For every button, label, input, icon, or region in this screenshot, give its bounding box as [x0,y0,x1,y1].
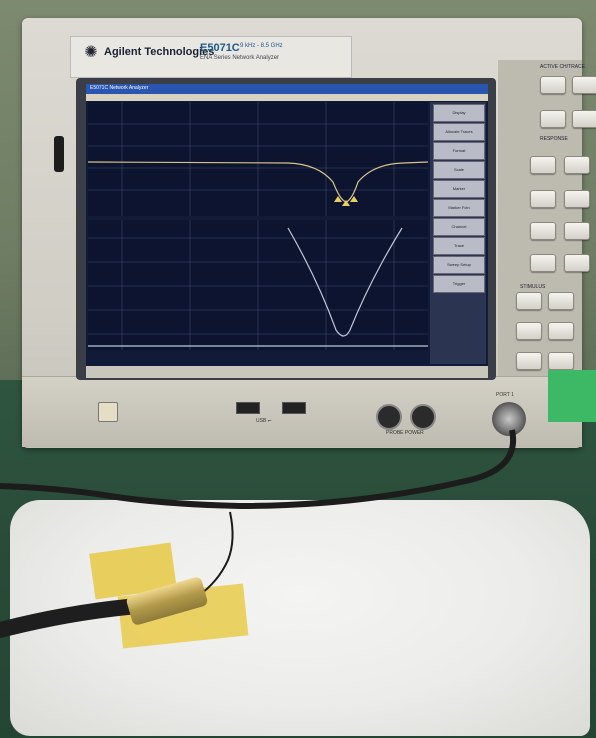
screen-titlebar: E5071C Network Analyzer [86,84,488,94]
hardkey[interactable] [516,352,542,370]
analyzer-screen: E5071C Network Analyzer [86,84,488,378]
hardkey[interactable] [548,292,574,310]
softkey-menu: Display Allocate Traces Format Scale Mar… [430,102,486,364]
vswr-trace [287,227,403,337]
agilent-logo-icon: ✺ [84,44,98,61]
softkey-channel[interactable]: Channel [433,218,485,236]
brand-name: Agilent Technologies [104,46,215,58]
trace-plot-upper [87,102,429,216]
port1-connector [492,402,526,436]
usb-port [282,402,306,414]
hardkey[interactable] [516,322,542,340]
screen-title: E5071C Network Analyzer [90,85,149,91]
softkey-trace[interactable]: Trace [433,237,485,255]
lower-grid [88,220,428,350]
screen-menubar [86,94,488,101]
marker-3 [350,196,358,202]
softkey-allocate[interactable]: Allocate Traces [433,123,485,141]
upper-grid [88,102,428,216]
port1-label: PORT 1 [496,392,514,398]
hardkey[interactable] [540,110,566,128]
hardkey[interactable] [564,222,590,240]
foam-block [10,500,590,736]
softkey-sweep[interactable]: Sweep Setup [433,256,485,274]
hardkey[interactable] [530,254,556,272]
usb-icon: ⭠ [267,418,272,424]
marker-1 [334,196,342,202]
hardkey[interactable] [540,76,566,94]
probe-power-port [376,404,402,430]
probe-power-port [410,404,436,430]
hardkey[interactable] [530,190,556,208]
coax-cable [0,429,517,510]
marker-2 [342,200,350,206]
upper-plot-svg [87,102,429,216]
hardkey[interactable] [530,222,556,240]
green-sticker [548,370,596,422]
screen-statusbar [86,366,488,378]
hardkey[interactable] [564,156,590,174]
usb-label: USB ⭠ [256,418,272,424]
trace-plot-lower [88,220,428,350]
lower-plot-svg [88,220,428,350]
series-name: ENA Series Network Analyzer [200,55,280,61]
black-cable-lower [0,598,146,638]
usb-label-text: USB [256,418,267,424]
hardkey[interactable] [548,352,574,370]
panel-label-active: ACTIVE CH/TRACE [540,64,586,70]
brand-plate [70,36,352,78]
hardkey[interactable] [572,76,596,94]
power-button[interactable] [98,402,118,422]
model-name: E5071C [200,42,240,54]
usb-port [236,402,260,414]
hardkey[interactable] [564,190,590,208]
side-slot [54,136,64,172]
probe-power-label: PROBE POWER [386,430,424,436]
softkey-trigger[interactable]: Trigger [433,275,485,293]
hardkey[interactable] [564,254,590,272]
hardkey[interactable] [530,156,556,174]
softkey-marker-fctn[interactable]: Marker Fctn [433,199,485,217]
hardkey[interactable] [572,110,596,128]
hardkey[interactable] [516,292,542,310]
hardkey[interactable] [548,322,574,340]
softkey-format[interactable]: Format [433,142,485,160]
panel-label-stimulus: STIMULUS [520,284,546,290]
antenna-wire [197,511,234,597]
softkey-marker[interactable]: Marker [433,180,485,198]
panel-label-response: RESPONSE [540,136,568,142]
frequency-range: 9 kHz - 8.5 GHz [240,43,283,49]
softkey-display[interactable]: Display [433,104,485,122]
softkey-scale[interactable]: Scale [433,161,485,179]
